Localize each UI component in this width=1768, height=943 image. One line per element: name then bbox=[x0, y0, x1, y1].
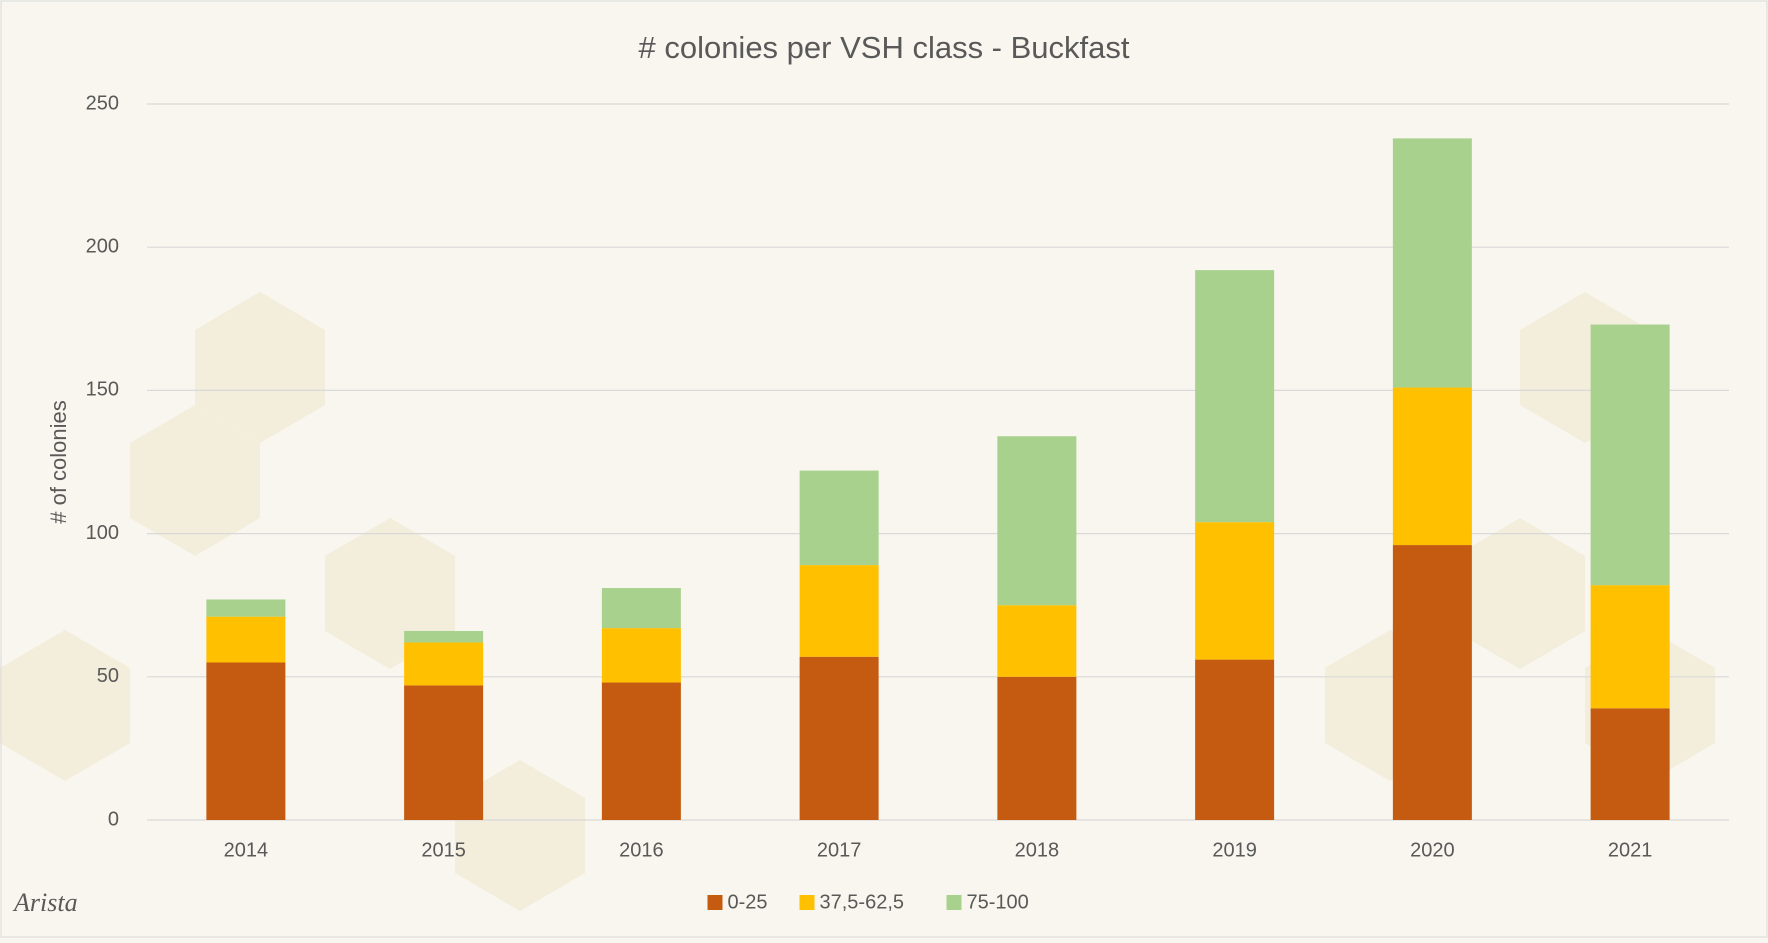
y-tick-label: 50 bbox=[97, 665, 119, 687]
bar-segment bbox=[800, 471, 879, 566]
bar-segment bbox=[997, 436, 1076, 605]
bar-segment bbox=[602, 628, 681, 682]
bar-segment bbox=[1591, 585, 1670, 708]
x-tick-label: 2015 bbox=[421, 839, 466, 861]
bar-segment bbox=[800, 657, 879, 820]
y-tick-label: 250 bbox=[86, 92, 119, 114]
bar-segment bbox=[1393, 545, 1472, 820]
bar-segment bbox=[1393, 138, 1472, 387]
legend-label: 37,5-62,5 bbox=[820, 891, 905, 913]
bar-segment bbox=[206, 662, 285, 820]
x-tick-label: 2019 bbox=[1212, 839, 1257, 861]
legend-swatch bbox=[708, 895, 723, 910]
bar-segment bbox=[997, 677, 1076, 820]
bar-segment bbox=[1195, 270, 1274, 522]
bar-segment bbox=[1591, 325, 1670, 586]
x-tick-label: 2016 bbox=[619, 839, 664, 861]
x-tick-label: 2018 bbox=[1015, 839, 1060, 861]
y-axis-label: # of colonies bbox=[46, 400, 71, 524]
y-tick-label: 0 bbox=[108, 808, 119, 830]
y-tick-label: 150 bbox=[86, 379, 119, 401]
bar-segment bbox=[1591, 708, 1670, 820]
chart: # colonies per VSH class - Buckfast # of… bbox=[0, 0, 1768, 938]
bar-segment bbox=[206, 599, 285, 616]
bar-segment bbox=[404, 685, 483, 820]
x-tick-label: 2014 bbox=[224, 839, 269, 861]
logo: Arista bbox=[12, 888, 78, 917]
bar-segment bbox=[206, 617, 285, 663]
legend-swatch bbox=[947, 895, 962, 910]
bar-segment bbox=[602, 588, 681, 628]
bar-segment bbox=[1195, 660, 1274, 820]
y-tick-label: 200 bbox=[86, 235, 119, 257]
x-tick-label: 2021 bbox=[1608, 839, 1653, 861]
bar-segment bbox=[404, 642, 483, 685]
bar-segment bbox=[997, 605, 1076, 677]
legend-swatch bbox=[800, 895, 815, 910]
bar-segment bbox=[1393, 388, 1472, 546]
chart-title: # colonies per VSH class - Buckfast bbox=[638, 30, 1129, 65]
y-tick-label: 100 bbox=[86, 522, 119, 544]
page: {"chart_data": {"type": "stacked_bar", "… bbox=[0, 0, 1768, 938]
x-tick-label: 2017 bbox=[817, 839, 862, 861]
bar-segment bbox=[1195, 522, 1274, 659]
x-tick-label: 2020 bbox=[1410, 839, 1455, 861]
bar-segment bbox=[404, 631, 483, 642]
legend-label: 0-25 bbox=[728, 891, 768, 913]
bar-segment bbox=[800, 565, 879, 657]
bar-segment bbox=[602, 683, 681, 820]
legend-label: 75-100 bbox=[967, 891, 1029, 913]
